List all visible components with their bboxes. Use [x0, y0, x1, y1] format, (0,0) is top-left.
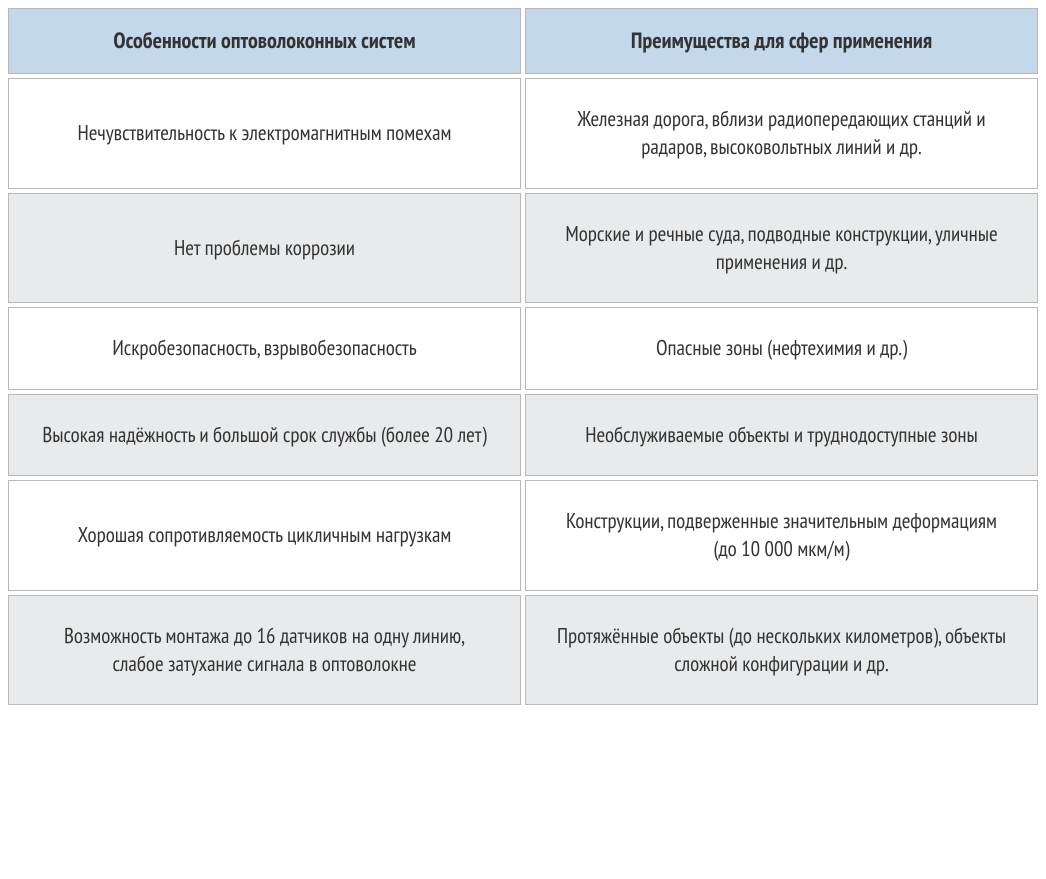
table-row: Высокая надёжность и большой срок службы…: [8, 394, 1038, 476]
table-row: Возможность монтажа до 16 датчиков на од…: [8, 595, 1038, 706]
advantage-cell: Конструкции, подверженные значительным д…: [525, 480, 1038, 591]
feature-cell: Нечувствительность к электромагнитным по…: [8, 78, 521, 189]
feature-cell: Высокая надёжность и большой срок службы…: [8, 394, 521, 476]
table-row: Хорошая сопротивляемость цикличным нагру…: [8, 480, 1038, 591]
table-row: Нет проблемы коррозии Морские и речные с…: [8, 193, 1038, 304]
advantage-cell: Необслуживаемые объекты и труднодоступны…: [525, 394, 1038, 476]
feature-cell: Нет проблемы коррозии: [8, 193, 521, 304]
fiber-optic-table: Особенности оптоволоконных систем Преиму…: [4, 4, 1042, 709]
column-header-advantages: Преимущества для сфер применения: [525, 8, 1038, 74]
feature-cell: Возможность монтажа до 16 датчиков на од…: [8, 595, 521, 706]
column-header-features: Особенности оптоволоконных систем: [8, 8, 521, 74]
advantage-cell: Протяжённые объекты (до нескольких килом…: [525, 595, 1038, 706]
advantage-cell: Опасные зоны (нефтехимия и др.): [525, 307, 1038, 389]
table-row: Нечувствительность к электромагнитным по…: [8, 78, 1038, 189]
feature-cell: Искробезопасность, взрывобезопасность: [8, 307, 521, 389]
feature-cell: Хорошая сопротивляемость цикличным нагру…: [8, 480, 521, 591]
table-row: Искробезопасность, взрывобезопасность Оп…: [8, 307, 1038, 389]
advantage-cell: Железная дорога, вблизи радиопередающих …: [525, 78, 1038, 189]
advantage-cell: Морские и речные суда, подводные констру…: [525, 193, 1038, 304]
table-header-row: Особенности оптоволоконных систем Преиму…: [8, 8, 1038, 74]
